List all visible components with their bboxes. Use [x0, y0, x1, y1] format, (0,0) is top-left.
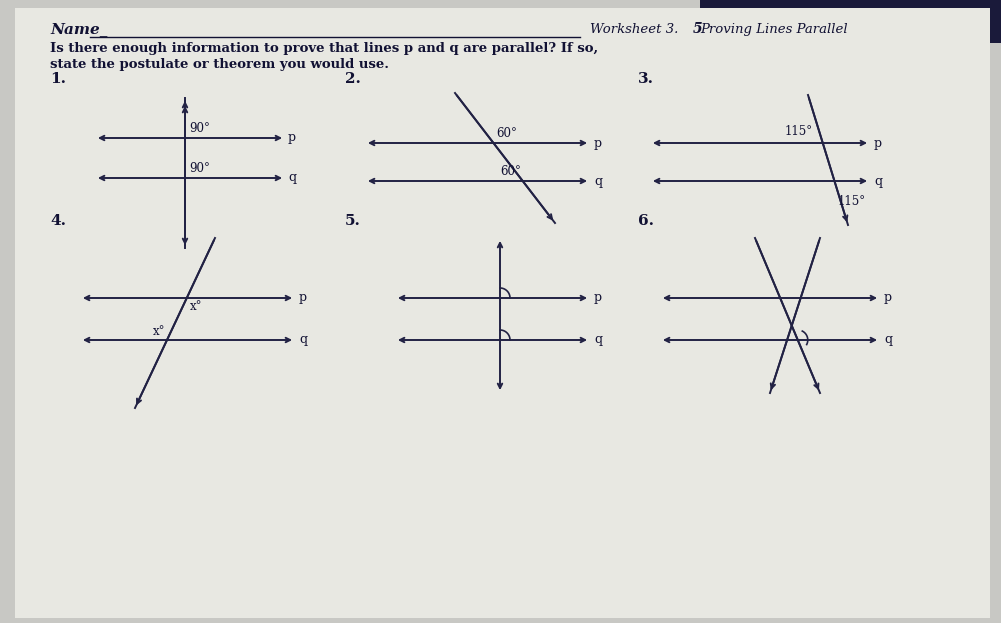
Text: p: p [884, 292, 892, 305]
Text: p: p [594, 136, 603, 150]
Text: 90°: 90° [189, 122, 210, 135]
Text: 90°: 90° [189, 162, 210, 175]
Polygon shape [700, 0, 1001, 43]
Text: p: p [594, 292, 603, 305]
Text: Worksheet 3.: Worksheet 3. [590, 23, 679, 36]
Text: q: q [594, 174, 603, 188]
Text: 2.: 2. [345, 72, 361, 86]
Text: 115°: 115° [785, 125, 813, 138]
Text: 60°: 60° [500, 165, 522, 178]
Text: 60°: 60° [496, 127, 518, 140]
Text: p: p [288, 131, 296, 145]
Text: q: q [874, 174, 882, 188]
Text: Is there enough information to prove that lines p and q are parallel? If so,: Is there enough information to prove tha… [50, 42, 599, 55]
Text: 3.: 3. [638, 72, 654, 86]
Text: 115°: 115° [838, 195, 866, 208]
Text: 6.: 6. [638, 214, 654, 228]
Text: Proving Lines Parallel: Proving Lines Parallel [700, 23, 848, 36]
Text: q: q [594, 333, 603, 346]
Text: p: p [874, 136, 882, 150]
Text: 5.: 5. [345, 214, 361, 228]
Polygon shape [15, 8, 990, 618]
Text: x°: x° [190, 300, 202, 313]
Text: p: p [299, 292, 307, 305]
Text: 5: 5 [693, 22, 703, 36]
Text: 4.: 4. [50, 214, 66, 228]
Text: 1.: 1. [50, 72, 66, 86]
Text: state the postulate or theorem you would use.: state the postulate or theorem you would… [50, 58, 389, 71]
Text: Name_: Name_ [50, 22, 107, 36]
Text: q: q [299, 333, 307, 346]
Text: x°: x° [153, 325, 165, 338]
Text: q: q [884, 333, 892, 346]
Text: q: q [288, 171, 296, 184]
